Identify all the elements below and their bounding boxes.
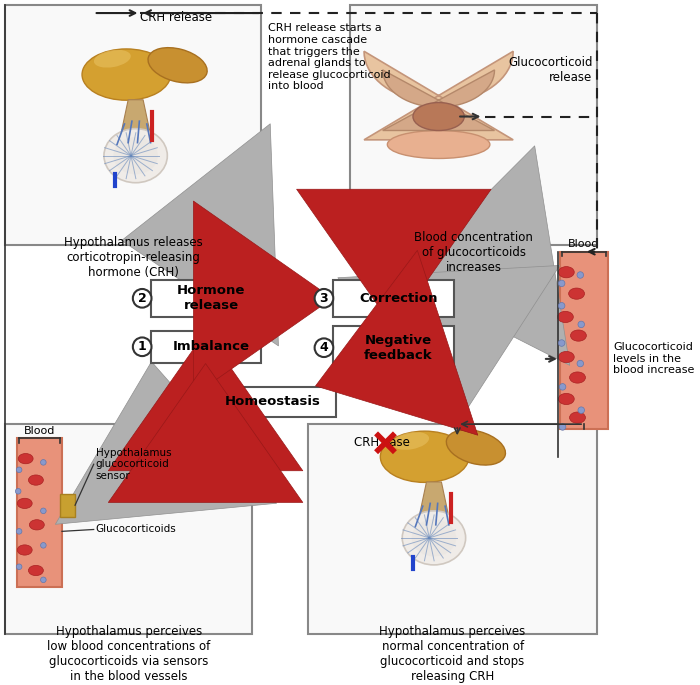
Text: Imbalance: Imbalance bbox=[173, 340, 250, 353]
Ellipse shape bbox=[29, 520, 44, 530]
Ellipse shape bbox=[94, 50, 131, 68]
Text: Glucocorticoids: Glucocorticoids bbox=[96, 525, 176, 534]
Text: CRH release: CRH release bbox=[140, 11, 212, 24]
Text: Hypothalamus releases
corticotropin-releasing
hormone (CRH): Hypothalamus releases corticotropin-rele… bbox=[64, 236, 203, 279]
Polygon shape bbox=[383, 70, 494, 131]
Text: Glucocorticoid
release: Glucocorticoid release bbox=[508, 56, 592, 84]
Ellipse shape bbox=[380, 431, 469, 482]
Ellipse shape bbox=[570, 412, 585, 423]
Polygon shape bbox=[420, 482, 448, 512]
Ellipse shape bbox=[559, 351, 574, 362]
Ellipse shape bbox=[148, 48, 207, 83]
Text: Negative
feedback: Negative feedback bbox=[364, 334, 433, 362]
Ellipse shape bbox=[82, 49, 171, 100]
Text: 4: 4 bbox=[320, 341, 328, 354]
Ellipse shape bbox=[29, 475, 43, 485]
Ellipse shape bbox=[392, 432, 429, 450]
Circle shape bbox=[559, 303, 565, 309]
Circle shape bbox=[559, 340, 565, 347]
Circle shape bbox=[578, 321, 584, 327]
Ellipse shape bbox=[29, 565, 43, 575]
Circle shape bbox=[16, 529, 22, 534]
Text: CRH: CRH bbox=[354, 436, 383, 449]
Circle shape bbox=[559, 424, 566, 430]
Circle shape bbox=[577, 272, 584, 278]
Circle shape bbox=[16, 467, 22, 473]
Ellipse shape bbox=[412, 519, 456, 556]
Circle shape bbox=[41, 577, 46, 583]
Ellipse shape bbox=[18, 545, 32, 555]
Circle shape bbox=[314, 289, 333, 308]
Bar bbox=[350, 5, 597, 245]
Ellipse shape bbox=[104, 129, 167, 183]
Bar bbox=[308, 424, 597, 634]
Text: Hypothalamus
glucocorticoid
sensor: Hypothalamus glucocorticoid sensor bbox=[96, 447, 172, 481]
Polygon shape bbox=[122, 100, 150, 131]
Text: ease: ease bbox=[383, 436, 410, 449]
Text: Homeostasis: Homeostasis bbox=[225, 395, 321, 408]
Bar bbox=[333, 326, 454, 369]
Text: Hypothalamus perceives
low blood concentrations of
glucocorticoids via sensors
i: Hypothalamus perceives low blood concent… bbox=[47, 625, 210, 682]
Text: CRH release starts a
hormone cascade
that triggers the
adrenal glands to
release: CRH release starts a hormone cascade tha… bbox=[268, 23, 391, 91]
Circle shape bbox=[559, 280, 565, 286]
Circle shape bbox=[578, 407, 584, 414]
Circle shape bbox=[577, 360, 584, 366]
Circle shape bbox=[16, 564, 22, 569]
Text: Blood concentration
of glucocorticoids
increases: Blood concentration of glucocorticoids i… bbox=[414, 231, 533, 274]
Text: Glucocorticoid
levels in the
blood increase: Glucocorticoid levels in the blood incre… bbox=[613, 342, 694, 375]
Text: Hypothalamus perceives
normal concentration of
glucocorticoid and stops
releasin: Hypothalamus perceives normal concentrat… bbox=[379, 625, 526, 682]
Circle shape bbox=[559, 384, 566, 390]
Text: 2: 2 bbox=[138, 292, 146, 305]
Ellipse shape bbox=[559, 393, 574, 405]
Text: Hormone
release: Hormone release bbox=[177, 284, 245, 312]
Ellipse shape bbox=[568, 288, 584, 299]
Circle shape bbox=[41, 460, 46, 465]
Bar bbox=[18, 438, 62, 587]
Ellipse shape bbox=[18, 498, 32, 508]
Circle shape bbox=[314, 338, 333, 357]
Circle shape bbox=[41, 508, 46, 514]
Ellipse shape bbox=[113, 137, 158, 174]
Ellipse shape bbox=[557, 312, 573, 323]
Bar bbox=[210, 387, 336, 416]
Circle shape bbox=[15, 488, 21, 494]
Text: 3: 3 bbox=[320, 292, 328, 305]
Text: Correction: Correction bbox=[359, 292, 438, 305]
Ellipse shape bbox=[559, 266, 574, 278]
Bar bbox=[560, 251, 608, 429]
Circle shape bbox=[133, 289, 151, 308]
Ellipse shape bbox=[18, 453, 33, 464]
Text: Blood: Blood bbox=[568, 239, 600, 249]
Text: Blood: Blood bbox=[24, 426, 55, 436]
Ellipse shape bbox=[413, 103, 464, 131]
Ellipse shape bbox=[402, 511, 466, 565]
Bar bbox=[151, 331, 262, 362]
Polygon shape bbox=[364, 51, 513, 140]
Ellipse shape bbox=[570, 372, 585, 383]
Bar bbox=[5, 424, 252, 634]
Bar bbox=[333, 279, 454, 317]
Text: 1: 1 bbox=[138, 340, 146, 353]
Ellipse shape bbox=[387, 131, 490, 158]
Circle shape bbox=[133, 338, 151, 356]
Ellipse shape bbox=[570, 330, 587, 341]
Circle shape bbox=[41, 543, 46, 548]
Bar bbox=[5, 5, 262, 245]
Bar bbox=[151, 279, 262, 317]
Ellipse shape bbox=[447, 430, 505, 465]
Bar bbox=[60, 494, 75, 517]
